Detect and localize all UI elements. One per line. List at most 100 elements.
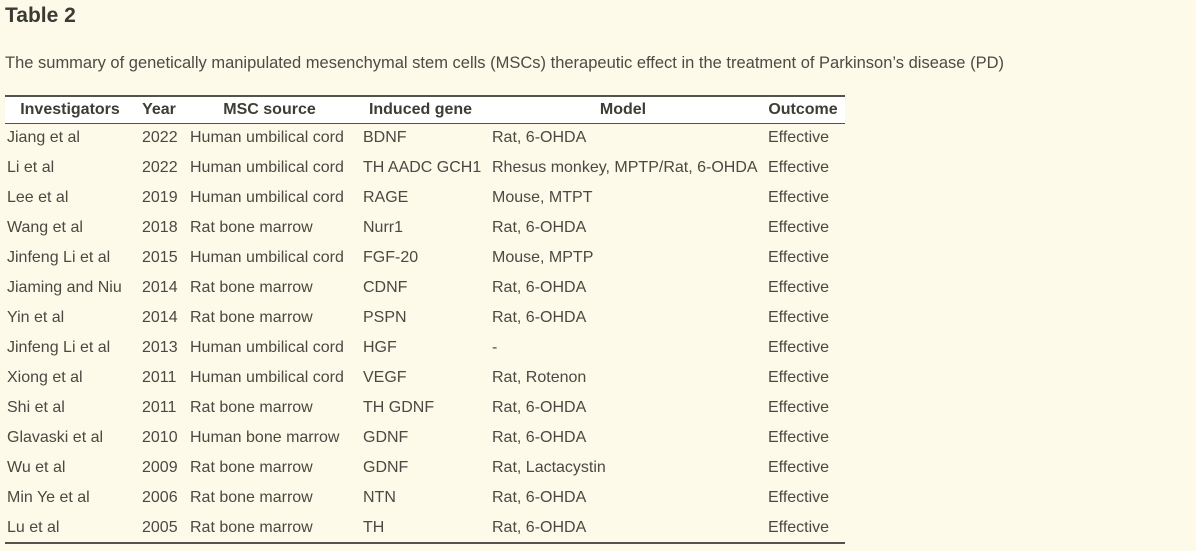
table-cell: 2022	[142, 129, 178, 147]
column-header-model: Model	[599, 100, 647, 118]
table-cell: Rat bone marrow	[190, 309, 313, 326]
table-body: Jiang et al 2022 Human umbilical cord BDNF R…	[5, 123, 845, 543]
table-row: Jiang et al 2022 Human umbilical cord BDNF R…	[5, 123, 845, 153]
table-cell: TH AADC GCH1	[363, 159, 482, 176]
table-cell: NTN	[363, 489, 396, 506]
table-cell: Yin et al	[7, 309, 65, 326]
table-cell: Rat, 6-OHDA	[492, 518, 587, 536]
table-cell: BDNF	[363, 129, 407, 147]
table-title: Table 2	[5, 4, 76, 27]
table-cell: Human umbilical cord	[190, 339, 344, 356]
table-cell: VEGF	[363, 369, 407, 386]
table-cell: Xiong et al	[7, 369, 83, 386]
table-cell: Wang et al	[7, 219, 83, 236]
table-cell: 2014	[142, 309, 178, 326]
column-header-msc-source: MSC source	[223, 100, 316, 118]
table-cell: 2010	[142, 429, 178, 446]
table-cell: Effective	[768, 399, 830, 416]
table-cell: 2015	[142, 249, 178, 266]
table-cell: Effective	[768, 459, 830, 476]
table-cell: Rat, 6-OHDA	[492, 489, 587, 506]
table-cell: Effective	[768, 129, 830, 147]
table-cell: 2014	[142, 279, 178, 296]
table-cell: Lee et al	[7, 189, 69, 206]
table-cell: Rat, 6-OHDA	[492, 219, 587, 236]
article-table-section: Table 2 The summary of genetically manip…	[5, 4, 1191, 544]
table-cell: Human umbilical cord	[190, 369, 344, 386]
table-cell: 2019	[142, 189, 178, 206]
table-row: Yin et al 2014 Rat bone marrow PSPN Rat, 6-O…	[5, 303, 845, 333]
table-cell: HGF	[363, 339, 397, 356]
table-row: Min Ye et al 2006 Rat bone marrow NTN Rat, 6…	[5, 483, 845, 513]
table-cell: Effective	[768, 279, 830, 296]
table-cell: Effective	[768, 429, 830, 446]
table-row: Wu et al 2009 Rat bone marrow GDNF Rat, Lact…	[5, 453, 845, 483]
table-cell: Effective	[768, 219, 830, 236]
table-row: Wang et al 2018 Rat bone marrow Nurr1 Rat, 6…	[5, 213, 845, 243]
table-cell: Human umbilical cord	[190, 189, 344, 206]
table-cell: Rat, 6-OHDA	[492, 399, 587, 416]
table-cell: Rat bone marrow	[190, 399, 313, 416]
table-cell: RAGE	[363, 189, 409, 206]
table-cell: Effective	[768, 369, 830, 386]
table-cell: Jiaming and Niu	[7, 279, 122, 296]
table-cell: Wu et al	[7, 459, 66, 476]
table-cell: Glavaski et al	[7, 429, 104, 446]
table-cell: 2013	[142, 339, 178, 356]
table-cell: FGF-20	[363, 249, 419, 266]
table-cell: Effective	[768, 249, 830, 266]
table-cell: Lu et al	[7, 518, 60, 536]
table-cell: Mouse, MTPT	[492, 189, 593, 206]
msc-summary-table: Investigators Year MSC source Induced gene M…	[5, 95, 845, 544]
table-cell: GDNF	[363, 429, 409, 446]
column-header-year: Year	[142, 100, 176, 118]
table-row: Lu et al 2005 Rat bone marrow TH Rat, 6-OHDA…	[5, 513, 845, 543]
table-cell: Rat, 6-OHDA	[492, 309, 587, 326]
table-cell: 2006	[142, 489, 178, 506]
table-cell: Jinfeng Li et al	[7, 249, 111, 266]
table-cell: -	[492, 339, 498, 356]
table-cell: 2005	[142, 518, 178, 536]
table-header-row: Investigators Year MSC source Induced gene M…	[5, 96, 845, 123]
table-cell: 2009	[142, 459, 178, 476]
column-header-outcome: Outcome	[768, 100, 838, 118]
table-cell: 2011	[142, 369, 177, 386]
table-cell: 2011	[142, 399, 177, 416]
column-header-induced-gene: Induced gene	[368, 100, 473, 118]
table-row: Li et al 2022 Human umbilical cord TH AADC …	[5, 153, 845, 183]
table-cell: TH GDNF	[363, 399, 435, 416]
table-cell: Effective	[768, 189, 830, 206]
table-cell: Rat bone marrow	[190, 489, 313, 506]
table-cell: Min Ye et al	[7, 489, 90, 506]
table-cell: GDNF	[363, 459, 409, 476]
table-cell: Rat, 6-OHDA	[492, 279, 587, 296]
table-cell: Rat, 6-OHDA	[492, 129, 587, 147]
table-cell: Rat bone marrow	[190, 279, 313, 296]
table-cell: Rhesus monkey, MPTP/Rat, 6-OHDA	[492, 159, 758, 176]
table-cell: Effective	[768, 339, 830, 356]
table-cell: Rat, 6-OHDA	[492, 429, 587, 446]
table-cell: Jiang et al	[7, 129, 80, 147]
table-cell: Human umbilical cord	[190, 129, 344, 147]
table-cell: Human bone marrow	[190, 429, 340, 446]
table-cell: 2018	[142, 219, 178, 236]
table-row: Xiong et al 2011 Human umbilical cord VEGF R…	[5, 363, 845, 393]
table-cell: Effective	[768, 489, 830, 506]
table-cell: TH	[363, 518, 385, 536]
table-cell: Rat bone marrow	[190, 518, 313, 536]
table-cell: Rat bone marrow	[190, 219, 313, 236]
table-header: Investigators Year MSC source Induced gene M…	[5, 96, 845, 123]
column-header-investigators: Investigators	[20, 100, 120, 118]
table-cell: PSPN	[363, 309, 407, 326]
table-cell: Li et al	[7, 159, 55, 176]
table-cell: Nurr1	[363, 219, 404, 236]
table-cell: Rat, Rotenon	[492, 369, 587, 386]
table-cell: Human umbilical cord	[190, 249, 344, 266]
table-cell: Mouse, MPTP	[492, 249, 594, 266]
table-row: Jinfeng Li et al 2013 Human umbilical cord…	[5, 333, 845, 363]
table-cell: Effective	[768, 518, 830, 536]
table-row: Jinfeng Li et al 2015 Human umbilical cord…	[5, 243, 845, 273]
table-caption: The summary of genetically manipulated m…	[5, 54, 1004, 72]
table-cell: Jinfeng Li et al	[7, 339, 111, 356]
